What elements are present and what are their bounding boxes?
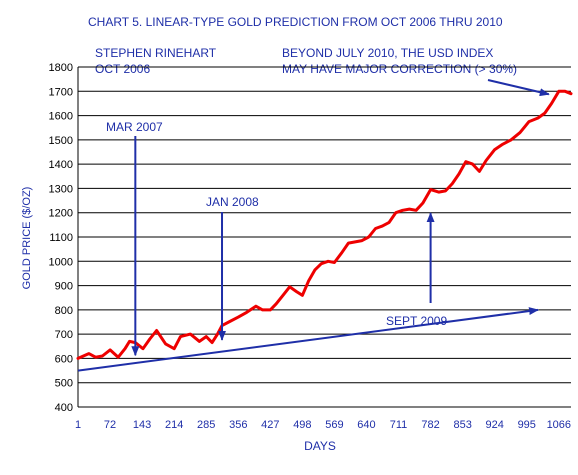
trend-line [77, 307, 540, 372]
x-tick-label: 569 [325, 419, 343, 431]
y-tick-label: 1800 [49, 62, 73, 74]
x-tick-label: 72 [104, 419, 116, 431]
plot-area: 4005006007008009001000110012001300140015… [49, 62, 573, 431]
usd-note-line2: MAY HAVE MAJOR CORRECTION (> 30%) [282, 62, 517, 76]
series-line-gold-price [76, 89, 573, 360]
x-axis-label: DAYS [304, 439, 336, 453]
y-tick-label: 1600 [49, 111, 73, 123]
usd-note-line1: BEYOND JULY 2010, THE USD INDEX [282, 46, 493, 60]
x-tick-label: 285 [197, 419, 215, 431]
annotation-mar-2007: MAR 2007 [106, 120, 163, 134]
x-tick-label: 143 [133, 419, 151, 431]
y-tick-label: 900 [55, 281, 73, 293]
annotation-arrows [131, 79, 550, 357]
y-tick-labels: 400 500 600 700 800 900 1000 1100 1200 1300 1400 15… [49, 62, 73, 414]
annotation-jan-2008: JAN 2008 [206, 195, 259, 209]
y-tick-label: 500 [55, 378, 73, 390]
annotation-sept-2009: SEPT 2009 [386, 314, 447, 328]
x-tick-label: 1066 [547, 419, 571, 431]
x-tick-label: 853 [453, 419, 471, 431]
x-tick-label: 214 [165, 419, 183, 431]
x-tick-label: 924 [486, 419, 504, 431]
y-axis-label: GOLD PRICE ($/OZ) [21, 187, 33, 290]
x-tick-label: 1 [75, 419, 81, 431]
y-tick-label: 1200 [49, 208, 73, 220]
x-tick-label: 711 [390, 419, 408, 431]
x-tick-label: 356 [229, 419, 247, 431]
x-tick-label: 995 [518, 419, 536, 431]
y-tick-label: 700 [55, 329, 73, 341]
y-tick-label: 1400 [49, 159, 73, 171]
x-tick-label: 427 [261, 419, 279, 431]
y-tick-label: 400 [55, 402, 73, 414]
chart-title: CHART 5. LINEAR-TYPE GOLD PREDICTION FRO… [88, 15, 503, 29]
x-tick-labels: 1 72 143 214 285 356 427 498 569 640 711 782 853 924 9… [75, 419, 571, 431]
y-tick-label: 1700 [49, 86, 73, 98]
y-tick-label: 1500 [49, 135, 73, 147]
y-tick-label: 600 [55, 353, 73, 365]
author-annotation: STEPHEN RINEHART [95, 46, 217, 60]
y-tick-label: 1000 [49, 256, 73, 268]
y-tick-label: 1300 [49, 183, 73, 195]
y-tick-label: 1100 [49, 232, 73, 244]
x-tick-label: 498 [293, 419, 311, 431]
y-tick-label: 800 [55, 305, 73, 317]
x-tick-label: 640 [357, 419, 375, 431]
x-tick-label: 782 [421, 419, 439, 431]
arrow-usd-correction [487, 79, 550, 97]
date-annotation: OCT 2006 [95, 62, 150, 76]
